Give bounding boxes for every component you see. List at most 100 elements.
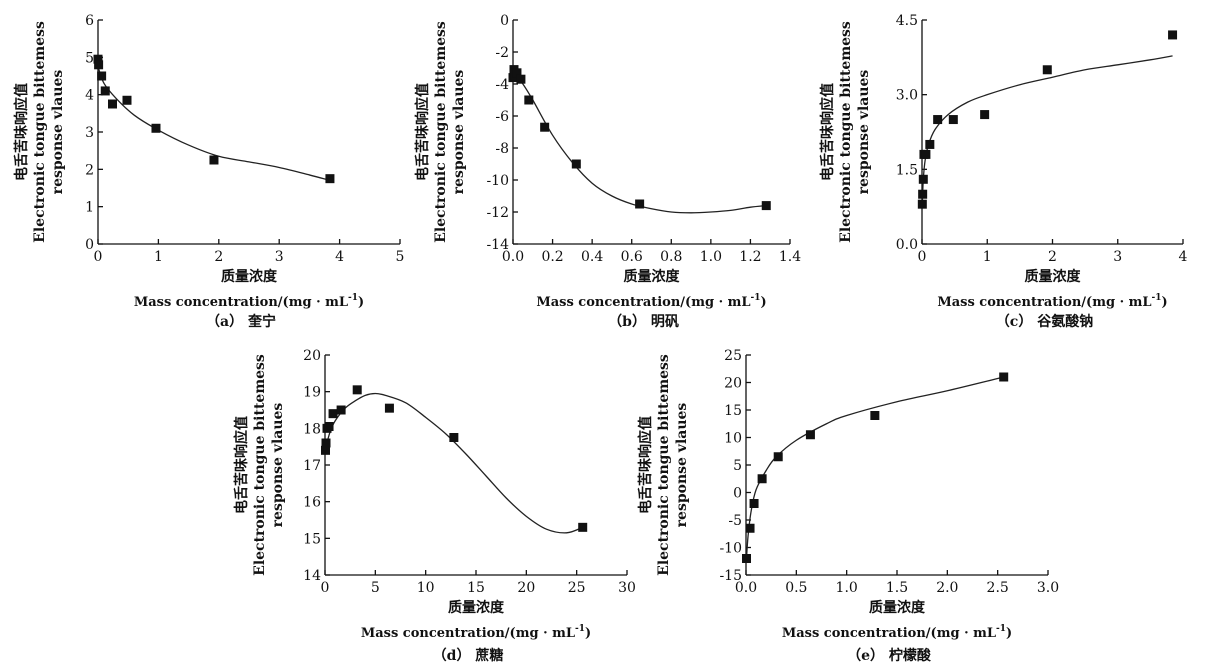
y-tick-label: -14 [486,237,509,253]
data-point [749,499,759,508]
x-axis-label-en: Mass concentration/(mg · mL-1) [361,624,591,641]
x-tick-label: 30 [618,580,636,596]
data-point [999,372,1009,382]
x-tick-label: 2 [214,249,223,265]
x-tick-label: 5 [371,580,380,596]
y-tick-label: 19 [303,385,321,401]
y-tick-label: 0.0 [896,237,918,253]
x-axis-label-en: Mass concentration/(mg · mL-1) [937,293,1167,310]
y-tick-label: -15 [719,568,742,584]
data-point [321,445,331,455]
chart-panel-b: 0.0 0.2 0.4 0.6 0.8 1.0 1.2 1.4 0 -2 -4 -6 -8 -10 -12 -… [414,13,801,330]
y-tick-label: 17 [303,458,321,474]
x-tick-label: 1.4 [779,249,801,265]
data-point [757,474,767,484]
y-tick-label: -4 [495,77,509,93]
y-tick-label: 0 [500,13,509,29]
x-axis-label-cn: 质量浓度 [624,268,681,285]
fit-curve [97,66,328,181]
y-tick-label: 15 [303,531,321,547]
x-tick-label: 3 [275,249,284,265]
x-tick-label: 1.0 [700,249,722,265]
y-tick-label: 6 [85,13,94,29]
data-point [516,74,526,84]
y-tick-label: -8 [495,141,509,157]
y-axis-label-line: 电舌苦味响应值 [414,83,431,181]
x-tick-label: 4 [335,249,344,265]
data-point [209,155,219,165]
data-point [742,554,752,563]
x-tick-label: 0.4 [581,249,603,265]
y-tick-label: 15 [724,403,742,419]
y-tick-label: -6 [495,109,509,125]
chart-panel-c: 0 1 2 3 4 0.0 1.5 3.0 4.5 质量浓度 Mass concentration/… [819,13,1188,330]
data-point [324,422,334,431]
data-point [917,199,927,209]
x-tick-label: 0.8 [660,249,682,265]
data-point [512,68,522,78]
y-tick-label: 5 [85,50,94,66]
y-axis-label-line: response vlaues [856,70,872,195]
x-tick-label: 0 [94,249,103,265]
x-tick-label: 0 [918,249,927,265]
data-point [980,110,990,120]
y-tick-label: 14 [303,568,321,584]
data-point [97,71,107,81]
x-tick-label: 0.2 [541,249,563,265]
x-axis-label-en: Mass concentration/(mg · mL-1) [782,624,1012,641]
x-tick-label: 0 [321,580,330,596]
y-tick-label: -10 [486,173,509,189]
y-axis-label-line: Electronic tongue bittemess [252,354,268,576]
fit-curve [921,55,1173,205]
fit-curve [745,376,1004,559]
x-tick-label: 0.6 [621,249,643,265]
y-tick-label: 16 [303,495,321,511]
data-point [918,189,928,199]
y-tick-label: 4 [85,88,94,104]
data-point [1042,65,1052,75]
y-tick-label: 25 [724,348,742,364]
chart-panel-a: 0 1 2 3 4 5 0 1 2 3 4 5 6 质量浓度 Mass concentration/(mg … [13,13,404,330]
x-tick-label: 0.5 [785,580,807,596]
y-tick-label: 0 [733,486,742,502]
y-tick-label: 2 [85,162,94,178]
y-axis-label-line: 电舌苦味响应值 [819,83,836,181]
y-tick-label: 5 [733,458,742,474]
data-point [100,86,110,96]
x-tick-label: 1 [154,249,163,265]
y-axis-label-line: response vlaues [50,70,66,195]
y-axis-label-line: Electronic tongue bittemess [656,354,672,576]
data-point [336,405,346,415]
panel-caption: （b） 明矾 [608,314,679,330]
y-axis-label-line: response vlaues [451,70,467,195]
y-tick-label: 20 [724,376,742,392]
x-tick-label: 2 [1048,249,1057,265]
x-tick-label: 1.0 [836,580,858,596]
data-point [93,54,103,64]
data-point [921,149,931,159]
y-axis-label-line: response vlaues [270,403,286,528]
data-point [94,60,104,70]
x-tick-label: 20 [517,580,535,596]
x-tick-label: 5 [396,249,405,265]
y-axis-label-line: 电舌苦味响应值 [233,416,250,514]
data-point [805,430,815,440]
data-point [933,115,943,125]
x-tick-label: 15 [467,580,485,596]
y-tick-label: 3 [85,125,94,141]
y-tick-label: 0 [85,237,94,253]
data-point [925,139,935,149]
y-axis-label-line: 电舌苦味响应值 [13,83,30,181]
y-tick-label: 10 [724,431,742,447]
data-point [773,452,783,462]
y-axis-label-line: Electronic tongue bittemess [433,21,449,243]
data-point [352,385,362,395]
y-axis-label-line: response vlaues [674,403,690,528]
y-tick-label: -10 [719,541,742,557]
data-point [151,123,161,133]
panel-caption: （e） 柠檬酸 [847,647,932,664]
y-tick-label: 4.5 [896,13,918,29]
y-axis-label-line: Electronic tongue bittemess [838,21,854,243]
x-tick-label: 1.5 [886,580,908,596]
